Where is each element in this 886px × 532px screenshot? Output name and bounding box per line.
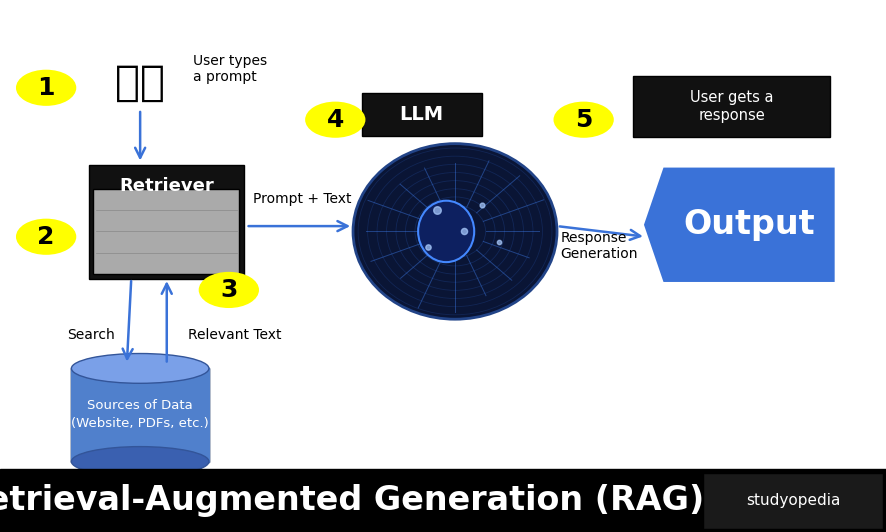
Text: 5: 5	[574, 107, 592, 132]
FancyBboxPatch shape	[93, 189, 239, 274]
Point	[430, 206, 444, 214]
Text: 4: 4	[326, 107, 344, 132]
Polygon shape	[643, 168, 834, 282]
FancyBboxPatch shape	[361, 93, 481, 136]
Text: Relevant Text: Relevant Text	[188, 328, 281, 342]
Text: Retrieval-Augmented Generation (RAG): Retrieval-Augmented Generation (RAG)	[0, 484, 703, 517]
Circle shape	[305, 102, 365, 138]
FancyBboxPatch shape	[702, 473, 882, 529]
FancyBboxPatch shape	[633, 76, 829, 137]
Point	[492, 238, 506, 246]
FancyBboxPatch shape	[0, 469, 886, 532]
Text: 1: 1	[37, 76, 55, 100]
Circle shape	[198, 272, 259, 308]
Text: Response
Generation: Response Generation	[560, 231, 637, 261]
Ellipse shape	[71, 447, 209, 477]
Text: Prompt + Text: Prompt + Text	[253, 193, 351, 206]
Text: studyopedia: studyopedia	[745, 493, 839, 509]
Point	[421, 243, 435, 252]
Text: User types
a prompt: User types a prompt	[193, 54, 268, 84]
FancyBboxPatch shape	[71, 368, 209, 461]
Ellipse shape	[417, 201, 474, 262]
Point	[456, 227, 470, 236]
Text: User gets a
response: User gets a response	[689, 90, 773, 123]
Polygon shape	[71, 368, 209, 461]
FancyBboxPatch shape	[89, 165, 244, 279]
Circle shape	[16, 70, 76, 106]
Point	[474, 201, 488, 209]
Text: Search: Search	[67, 328, 115, 342]
Text: 3: 3	[220, 278, 237, 302]
Text: Sources of Data
(Website, PDFs, etc.): Sources of Data (Website, PDFs, etc.)	[71, 400, 209, 430]
Ellipse shape	[71, 354, 209, 383]
Text: Output: Output	[682, 208, 814, 242]
Text: 2: 2	[37, 225, 55, 249]
Circle shape	[553, 102, 613, 138]
Ellipse shape	[353, 144, 556, 319]
Text: 🧑‍💻: 🧑‍💻	[115, 62, 165, 103]
Circle shape	[16, 219, 76, 255]
Text: LLM: LLM	[400, 105, 443, 124]
Text: Retriever: Retriever	[119, 177, 214, 195]
